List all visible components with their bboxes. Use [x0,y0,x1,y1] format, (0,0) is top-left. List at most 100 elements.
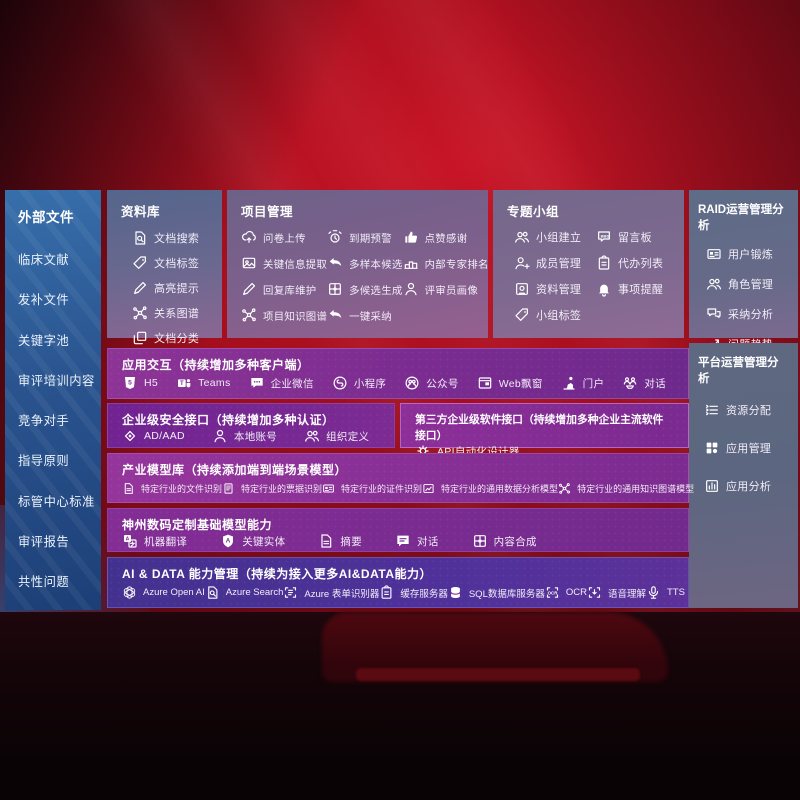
row-thirdparty-software-api: 第三方企业级软件接口（持续增加多种企业主流软件接口） API自动化设计器 [400,403,689,458]
module-item[interactable]: 多样本候选 [327,255,402,271]
module-item[interactable]: 问卷上传 [241,229,327,245]
sidebar-item[interactable]: 关键字池 [18,333,70,348]
module-item[interactable]: 项目知识图谱 [241,307,327,323]
row-enterprise-security-api: 企业级安全接口（持续增加多种认证） AD/AAD 本地账号 组织定义 [107,403,395,448]
module-item-label: TTS [667,587,685,598]
miniprogram-icon [332,375,348,391]
module-item[interactable]: 代办列表 [596,255,678,271]
module-item[interactable]: 应用管理 [704,440,798,456]
window-icon [477,375,493,391]
module-item[interactable]: 文档搜索 [132,230,222,246]
sidebar-item[interactable]: 竞争对手 [18,414,70,428]
module-item[interactable]: 组织定义 [304,428,369,444]
sidebar-item[interactable]: 指导原则 [18,454,70,469]
module-item[interactable]: 特定行业的通用知识图谱模型 [558,482,694,495]
module-item[interactable]: 回复库维护 [241,281,327,297]
module-item-label: 机器翻译 [144,535,188,548]
module-item[interactable]: A 机器翻译 [122,533,187,549]
module-item[interactable]: 小组标签 [514,307,596,323]
module-item[interactable]: 对话 [395,533,439,549]
module-item-label: 采纳分析 [728,309,774,321]
module-item[interactable]: 成员管理 [514,255,596,271]
module-item[interactable]: Web飘窗 [477,375,543,391]
svg-text:A: A [226,537,231,544]
module-item[interactable]: 摘要 [318,533,362,549]
sidebar-item[interactable]: 发补文件 [18,293,70,308]
module-item[interactable]: 对话 [622,375,666,391]
module-item-label: 多样本候选 [349,259,403,271]
module-item[interactable]: 评审员画像 [403,281,489,297]
module-item[interactable]: 一键采纳 [327,307,402,323]
module-item-label: 内部专家排名 [424,259,489,271]
module-item[interactable]: 点赞感谢 [403,229,489,245]
module-item[interactable]: 特定行业的证件识别 [322,482,422,495]
module-item[interactable]: 缓存服务器 [379,585,448,600]
module-item[interactable]: AD/AAD [122,428,185,444]
module-item[interactable]: 小程序 [332,375,386,391]
module-item-label: OCR [565,587,587,598]
sidebar-item[interactable]: 共性问题 [18,575,70,589]
module-item[interactable]: 用户锻炼 [706,246,798,262]
module-item[interactable]: 高亮提示 [132,280,222,296]
sidebar-item[interactable]: 审评培训内容 [18,373,95,388]
module-item[interactable]: 多候选生成 [327,281,402,297]
module-item[interactable]: 门户 [561,375,605,391]
module-item[interactable]: 企业微信 [249,375,314,391]
module-item[interactable]: 本地账号 [212,428,277,444]
sidebar-item[interactable]: 标管中心标准 [18,494,95,509]
module-item[interactable]: Azure 表单识别器 [283,585,379,600]
box-platform-analysis: 平台运营管理分析 资源分配 应用管理 应用分析 [689,343,798,608]
module-item[interactable]: 内容合成 [472,533,537,549]
module-item[interactable]: 特定行业的文件识别 [122,482,222,495]
module-item[interactable]: 公众号 [404,375,458,391]
module-item[interactable]: 5 H5 [122,375,158,391]
image-chart-icon [422,482,435,495]
module-item[interactable]: 特定行业的通用数据分析模型 [422,482,558,495]
module-item[interactable]: 文档标签 [132,255,222,271]
person-icon [403,281,419,297]
module-item[interactable]: T Teams [176,375,230,391]
module-item[interactable]: Azure Open AI [122,585,205,600]
module-item[interactable]: TTS [646,585,685,600]
module-item-label: 特定行业的文件识别 [141,484,223,494]
box-project-management: 项目管理 问卷上传 关键信息提取 回复库维护 项目知识图谱 到期预警 多样本候选 多候选生成… [227,190,488,338]
module-item[interactable]: 应用分析 [704,478,798,494]
sidebar-item[interactable]: 临床文献 [18,253,70,267]
module-item[interactable]: 采纳分析 [706,306,798,322]
box-raid-analysis: RAID运营管理分析 用户锻炼角色管理采纳分析问题趋势 [689,190,798,351]
database-icon [448,585,463,600]
module-item[interactable]: 小组建立 [514,229,596,245]
module-item[interactable]: 关键信息提取 [241,255,327,271]
module-item[interactable]: OCR OCR [545,585,587,600]
doc-search-icon [132,230,148,246]
row-base-model-capability: 神州数码定制基础模型能力 A 机器翻译 A 关键实体 摘要 对话 内容合成 [107,508,689,552]
module-item[interactable]: 到期预警 [327,229,402,245]
row-title: 神州数码定制基础模型能力 [122,518,273,532]
module-item[interactable]: 事项提醒 [596,281,678,297]
module-item-label: H5 [144,377,159,389]
alarm-icon [327,229,343,245]
svg-text:BBS: BBS [601,233,610,238]
module-item[interactable]: BBS 留言板 [596,229,678,245]
module-item[interactable]: 语音理解 [587,585,646,600]
module-item[interactable]: Azure Search [205,585,283,600]
module-item-label: AD/AAD [144,430,185,442]
module-item[interactable]: 资料管理 [514,281,596,297]
module-item[interactable]: 内部专家排名 [403,255,489,271]
h5-icon: 5 [122,375,138,391]
module-item[interactable]: 文档分类 [132,330,222,346]
module-item-label: Azure Open AI [143,587,205,598]
svg-text:5: 5 [128,380,132,387]
module-item[interactable]: 关系图谱 [132,305,222,321]
users-icon [514,229,530,245]
module-item[interactable]: 特定行业的票据识别 [222,482,322,495]
module-item[interactable]: 角色管理 [706,276,798,292]
module-item-label: 角色管理 [728,279,774,291]
chat-icon [395,533,411,549]
module-item[interactable]: 资源分配 [704,402,798,418]
sidebar-item[interactable]: 审评报告 [18,534,70,549]
module-item[interactable]: A 关键实体 [220,533,285,549]
module-item[interactable]: SQL数据库服务器 [448,585,545,600]
image-icon [241,255,257,271]
